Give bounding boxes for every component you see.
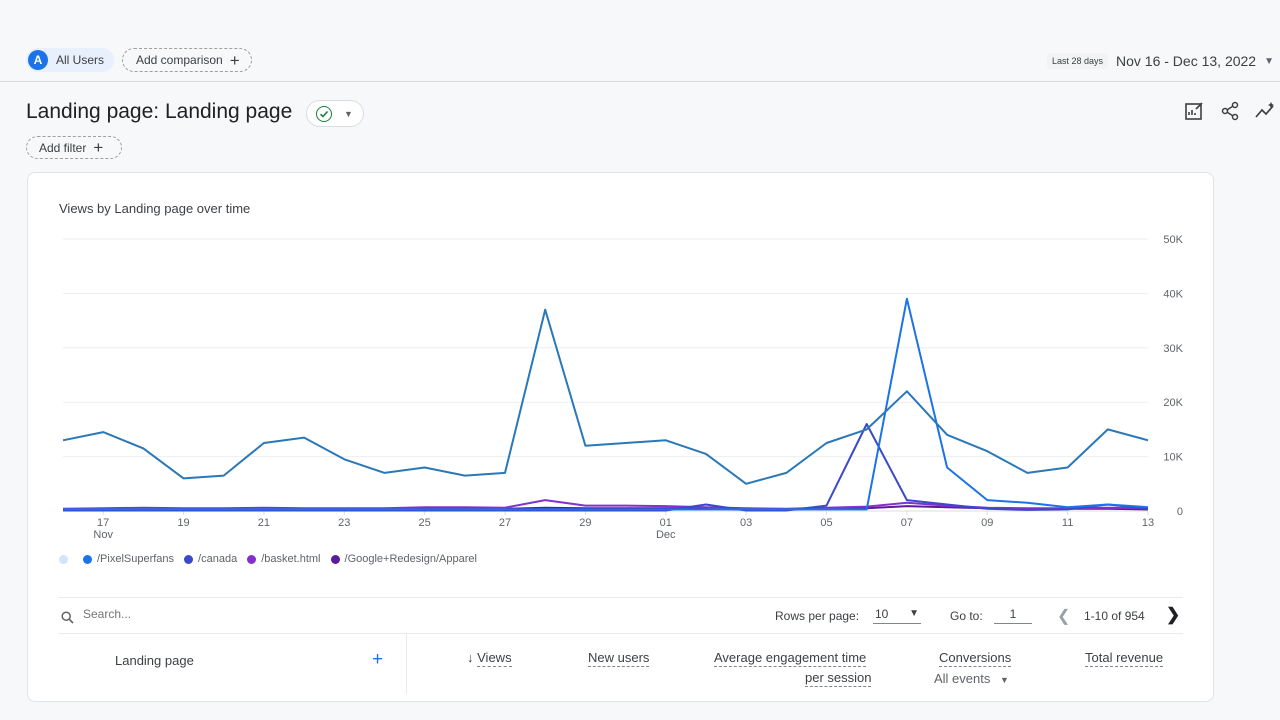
y-tick-label: 0 <box>1177 506 1183 518</box>
y-tick-label: 10K <box>1163 452 1183 464</box>
series-line <box>63 297 1149 511</box>
x-tick-label: 23 <box>338 517 350 529</box>
chart-legend: /PixelSuperfans/canada/basket.html/Googl… <box>59 553 487 565</box>
table-header: Landing page + ↓ Views New users Average… <box>59 633 1183 694</box>
new-users-column-header[interactable]: New users <box>588 650 650 667</box>
insights-icon[interactable] <box>1254 99 1278 123</box>
legend-item[interactable] <box>59 554 73 564</box>
add-comparison-button[interactable]: Add comparison + <box>122 48 252 72</box>
legend-item[interactable]: /Google+Redesign/Apparel <box>330 553 477 565</box>
legend-dot-icon <box>184 554 194 564</box>
segment-label: All Users <box>56 53 105 67</box>
add-filter-label: Add filter <box>39 140 87 155</box>
report-card: Views by Landing page over time 0 10K 20K 3… <box>27 172 1214 702</box>
rows-per-page-select[interactable]: 10 ▼ <box>873 604 921 624</box>
x-tick-label: 05 <box>820 517 832 529</box>
page-title: Landing page: Landing page <box>26 100 293 123</box>
x-tick-label: 21 <box>258 517 270 529</box>
x-tick-label: 19 <box>177 517 189 529</box>
legend-dot-icon <box>247 554 257 564</box>
chevron-right-icon[interactable]: ❯ <box>1166 605 1181 624</box>
goto-label: Go to: <box>950 609 983 623</box>
customize-report-icon[interactable] <box>1182 99 1206 123</box>
series-line <box>63 423 1149 512</box>
chevron-down-icon: ▼ <box>909 608 919 619</box>
y-tick-label: 50K <box>1163 234 1183 246</box>
rows-per-page-value: 10 <box>875 607 889 621</box>
segment-avatar: A <box>28 50 48 70</box>
dimension-column-header: Landing page + <box>59 634 407 694</box>
segment-chip-all-users[interactable]: A All Users <box>26 48 114 72</box>
x-tick-label: 17 <box>97 517 109 529</box>
legend-dot-icon <box>83 554 92 564</box>
total-revenue-header-label: Total revenue <box>1085 650 1164 667</box>
share-icon[interactable] <box>1218 99 1242 123</box>
search-input[interactable] <box>83 607 383 621</box>
x-tick-sublabel: Nov <box>93 529 113 541</box>
report-toolbar <box>1182 99 1280 123</box>
plus-icon: + <box>93 138 104 157</box>
conversions-event-select[interactable]: All events ▼ <box>934 671 1009 686</box>
rows-per-page-label: Rows per page: <box>775 609 860 623</box>
x-tick-label: 01 <box>660 517 672 529</box>
x-tick-label: 27 <box>499 517 511 529</box>
x-tick-label: 13 <box>1142 517 1154 529</box>
date-range-picker[interactable]: Last 28 days Nov 16 - Dec 13, 2022 ▼ <box>1046 50 1280 72</box>
report-status-dropdown[interactable]: ▼ <box>306 100 364 127</box>
series-line <box>62 308 1149 485</box>
chevron-down-icon: ▼ <box>1000 675 1009 685</box>
x-tick-label: 07 <box>901 517 913 529</box>
engagement-column-header-line2: per session <box>805 670 872 687</box>
conversions-header-label: Conversions <box>939 650 1012 667</box>
legend-item[interactable]: /canada <box>184 553 237 565</box>
arrow-down-icon: ↓ <box>467 650 478 665</box>
top-bar: A All Users Add comparison + Last 28 day… <box>0 44 1280 82</box>
table-controls: Rows per page: 10 ▼ Go to: 1 ❮ 1-10 of 9… <box>59 597 1183 633</box>
legend-dot-icon <box>59 554 68 564</box>
search-icon <box>61 611 74 629</box>
x-tick-label: 25 <box>419 517 431 529</box>
views-header-label: Views <box>477 650 512 667</box>
pagination-range: 1-10 of 954 <box>1084 609 1145 623</box>
add-dimension-icon[interactable]: + <box>372 649 384 670</box>
engagement-header-label-1: Average engagement time <box>714 650 867 667</box>
conversions-column-header[interactable]: Conversions <box>939 650 1012 667</box>
x-tick-sublabel: Dec <box>656 529 676 541</box>
chevron-down-icon: ▼ <box>1264 55 1274 67</box>
chart-title: Views by Landing page over time <box>59 201 251 216</box>
dimension-header-label: Landing page <box>115 653 194 668</box>
total-revenue-column-header[interactable]: Total revenue <box>1085 650 1164 667</box>
engagement-column-header[interactable]: Average engagement time <box>714 650 867 667</box>
x-tick-label: 03 <box>740 517 752 529</box>
legend-label: /canada <box>198 553 238 565</box>
y-tick-label: 20K <box>1163 397 1183 409</box>
legend-dot-icon <box>330 554 340 564</box>
conversions-event-value: All events <box>934 671 991 686</box>
legend-label: /Google+Redesign/Apparel <box>344 553 477 565</box>
y-tick-label: 40K <box>1163 288 1183 300</box>
legend-item[interactable]: /basket.html <box>247 553 321 565</box>
engagement-header-label-2: per session <box>805 670 872 687</box>
goto-page-input[interactable]: 1 <box>994 604 1032 624</box>
add-comparison-label: Add comparison <box>136 53 223 67</box>
x-tick-label: 11 <box>1062 517 1073 529</box>
check-circle-icon <box>316 105 332 122</box>
legend-label: /PixelSuperfans <box>97 553 175 565</box>
add-filter-button[interactable]: Add filter + <box>26 136 122 159</box>
views-column-header[interactable]: ↓ Views <box>467 650 512 667</box>
plus-icon: + <box>229 50 240 70</box>
chevron-down-icon: ▼ <box>344 108 353 119</box>
chevron-left-icon[interactable]: ❮ <box>1057 608 1071 625</box>
legend-item[interactable]: /PixelSuperfans <box>83 553 174 565</box>
x-tick-label: 09 <box>981 517 993 529</box>
date-range-badge: Last 28 days <box>1046 53 1108 69</box>
y-tick-label: 30K <box>1163 343 1183 355</box>
date-range-text: Nov 16 - Dec 13, 2022 <box>1116 53 1257 69</box>
legend-label: /basket.html <box>261 553 321 565</box>
new-users-header-label: New users <box>588 650 650 667</box>
x-tick-label: 29 <box>579 517 591 529</box>
